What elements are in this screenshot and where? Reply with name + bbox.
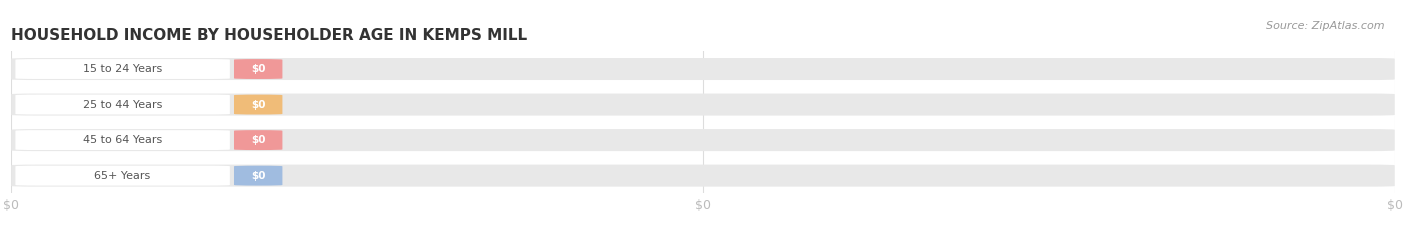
FancyBboxPatch shape <box>11 164 1395 187</box>
Text: $0: $0 <box>250 99 266 110</box>
Text: 15 to 24 Years: 15 to 24 Years <box>83 64 162 74</box>
FancyBboxPatch shape <box>233 130 283 150</box>
FancyBboxPatch shape <box>15 166 229 185</box>
Text: HOUSEHOLD INCOME BY HOUSEHOLDER AGE IN KEMPS MILL: HOUSEHOLD INCOME BY HOUSEHOLDER AGE IN K… <box>11 28 527 43</box>
Text: 25 to 44 Years: 25 to 44 Years <box>83 99 162 110</box>
FancyBboxPatch shape <box>11 58 1395 80</box>
Text: $0: $0 <box>250 135 266 145</box>
Text: 45 to 64 Years: 45 to 64 Years <box>83 135 162 145</box>
FancyBboxPatch shape <box>15 95 229 114</box>
Text: $0: $0 <box>250 171 266 181</box>
FancyBboxPatch shape <box>233 59 283 79</box>
FancyBboxPatch shape <box>233 166 283 185</box>
FancyBboxPatch shape <box>15 59 229 79</box>
FancyBboxPatch shape <box>15 130 229 150</box>
Text: Source: ZipAtlas.com: Source: ZipAtlas.com <box>1267 21 1385 31</box>
Text: $0: $0 <box>250 64 266 74</box>
FancyBboxPatch shape <box>233 95 283 114</box>
FancyBboxPatch shape <box>11 93 1395 116</box>
FancyBboxPatch shape <box>11 129 1395 151</box>
Text: 65+ Years: 65+ Years <box>94 171 150 181</box>
